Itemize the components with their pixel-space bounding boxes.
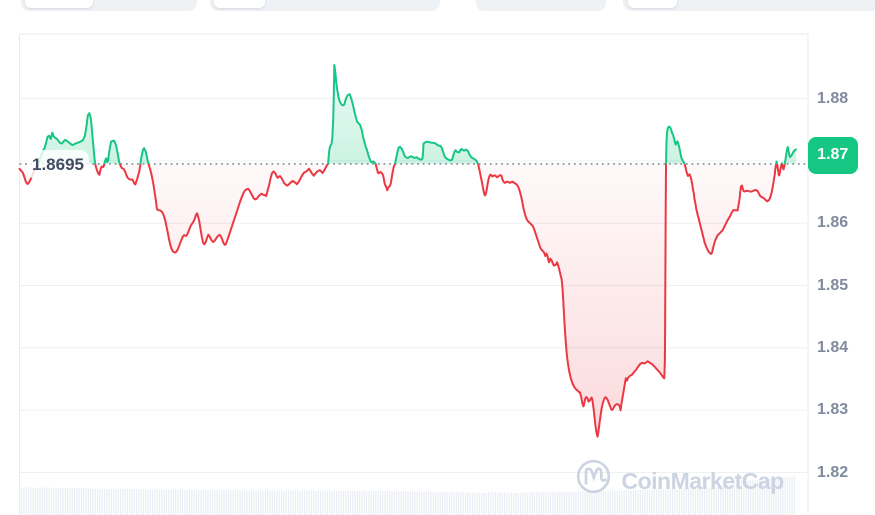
svg-text:CoinMarketCap: CoinMarketCap (622, 468, 785, 494)
